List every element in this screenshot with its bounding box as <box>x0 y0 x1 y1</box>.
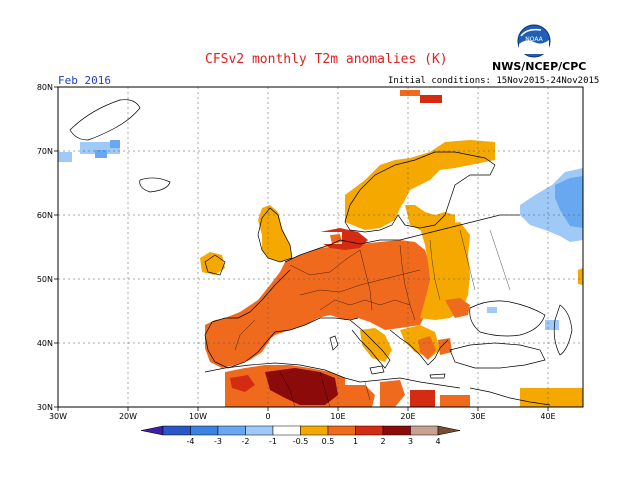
lon-label: 0 <box>265 412 270 421</box>
lon-label: 20W <box>119 412 137 421</box>
lat-label: 50N <box>37 275 53 284</box>
anomaly-map: 30N 40N 50N 60N 70N 80N 30W 20W 10W 0 10… <box>37 83 584 421</box>
lat-label: 30N <box>37 403 53 412</box>
forecast-period: Feb 2016 <box>58 74 111 87</box>
map-frame <box>58 87 583 407</box>
initial-conditions: Initial conditions: 15Nov2015-24Nov2015 <box>388 76 600 86</box>
lon-label: 30E <box>470 412 485 421</box>
lat-label: 70N <box>37 147 53 156</box>
map-border <box>57 86 584 408</box>
gridlines <box>58 87 583 407</box>
anomaly-fields <box>58 90 583 407</box>
agency-label: NWS/NCEP/CPC <box>492 60 587 73</box>
lon-label: 10E <box>330 412 345 421</box>
map-title: CFSv2 monthly T2m anomalies (K) <box>205 52 448 67</box>
coastlines <box>69 99 573 406</box>
lon-label: 10W <box>189 412 207 421</box>
lat-label: 60N <box>37 211 53 220</box>
noaa-logo: NOAA <box>517 24 551 58</box>
lat-label: 80N <box>37 83 53 92</box>
lon-label: 20E <box>400 412 415 421</box>
lon-label: 40E <box>540 412 555 421</box>
svg-text:NOAA: NOAA <box>525 36 543 43</box>
lon-label: 30W <box>49 412 67 421</box>
lat-label: 40N <box>37 339 53 348</box>
country-borders <box>234 229 511 408</box>
